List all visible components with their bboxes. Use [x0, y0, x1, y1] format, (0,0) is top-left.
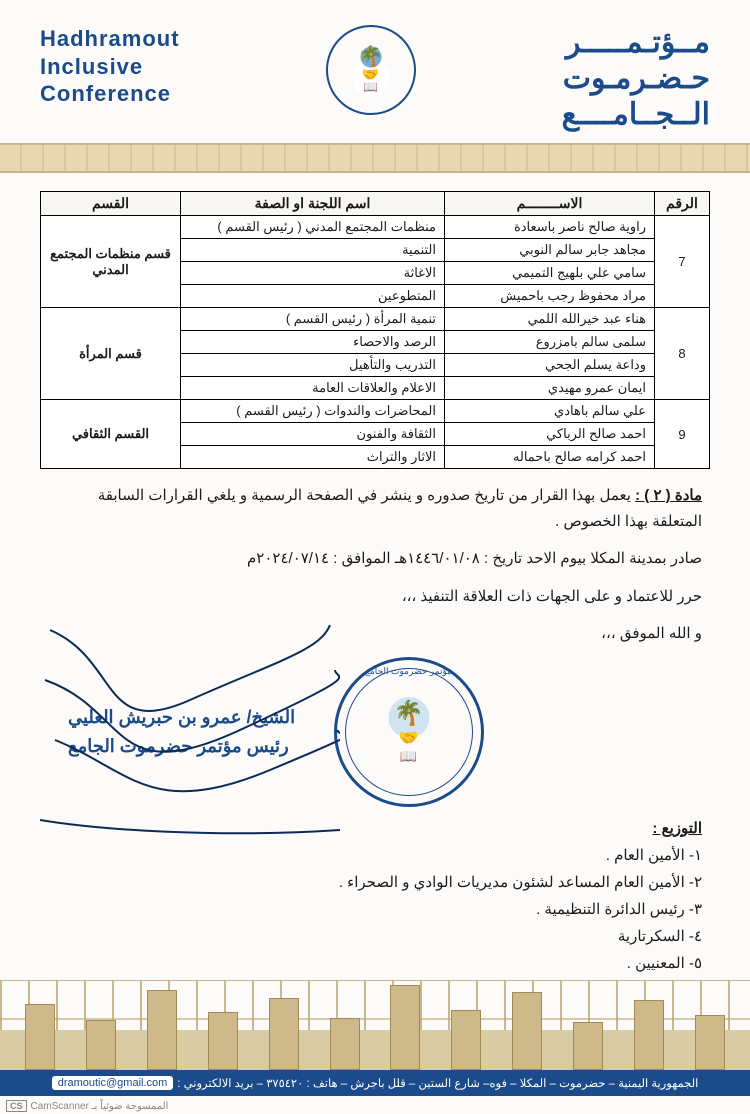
letterhead: مــؤتـمـــــر حـضـرمـوت الــجــامــــع 🌴…	[0, 0, 750, 143]
article-text: يعمل بهذا القرار من تاريخ صدوره و ينشر ف…	[98, 487, 702, 530]
building	[330, 1018, 360, 1070]
title-arabic-l1: مــؤتـمـــــر	[562, 25, 710, 61]
document-page: مــؤتـمـــــر حـضـرمـوت الــجــامــــع 🌴…	[0, 0, 750, 1114]
footer-address: الجمهورية اليمنية – حضرموت – المكلا – فو…	[177, 1076, 698, 1090]
distribution-title: التوزيع :	[48, 815, 702, 842]
table-row: 8هناء عبد خيرالله اللميتنمية المرأة ( رئ…	[41, 308, 710, 331]
table-row: 7راوية صالح ناصر باسعادةمنظمات المجتمع ا…	[41, 216, 710, 239]
building	[634, 1000, 664, 1070]
article-head: مادة ( ٢ ) :	[635, 487, 702, 504]
cell-num: 9	[655, 400, 710, 469]
cell-committee: المحاضرات والندوات ( رئيس القسم )	[181, 400, 445, 423]
cell-committee: الاعلام والعلاقات العامة	[181, 377, 445, 400]
building	[269, 998, 299, 1070]
cell-committee: الاثار والتراث	[181, 446, 445, 469]
building	[451, 1010, 481, 1070]
footer-address-bar: الجمهورية اليمنية – حضرموت – المكلا – فو…	[0, 1070, 750, 1096]
logo-icon: 🌴 🤝 📖	[326, 25, 416, 115]
camscanner-watermark: CS CamScanner الممسوحة ضوئياً بـ	[6, 1100, 168, 1112]
stamp-palm-icon: 🌴	[394, 699, 424, 728]
cell-num: 8	[655, 308, 710, 400]
closing-line: و الله الموفق ،،،	[0, 615, 750, 653]
col-num: الرقم	[655, 192, 710, 216]
cell-name: راوية صالح ناصر باسعادة	[445, 216, 655, 239]
title-arabic: مــؤتـمـــــر حـضـرمـوت الــجــامــــع	[562, 25, 710, 133]
cell-name: وداعة يسلم الجحي	[445, 354, 655, 377]
cell-name: مجاهد جابر سالم النوبي	[445, 239, 655, 262]
building	[390, 985, 420, 1070]
title-en-l1: Hadhramout	[40, 25, 180, 53]
stamp-book-icon: 📖	[400, 748, 417, 765]
stamp-handshake-icon: 🤝	[399, 728, 419, 748]
table-row: 9علي سالم باهاديالمحاضرات والندوات ( رئي…	[41, 400, 710, 423]
building	[573, 1022, 603, 1070]
cell-committee: منظمات المجتمع المدني ( رئيس القسم )	[181, 216, 445, 239]
issued-line: صادر بمدينة المكلا بيوم الاحد تاريخ : ١٤…	[0, 540, 750, 578]
committee-table: الرقم الاســــــــم اسم اللجنة او الصفة …	[40, 191, 710, 469]
handshake-icon: 🤝	[362, 67, 379, 81]
signer-name: الشيخ/ عمرو بن حبريش العليي	[68, 703, 295, 732]
distribution-item: ٥- المعنيين .	[48, 950, 702, 977]
cell-name: احمد صالح الرباكي	[445, 423, 655, 446]
cell-name: هناء عبد خيرالله اللمي	[445, 308, 655, 331]
cell-committee: المتطوعين	[181, 285, 445, 308]
committee-table-wrap: الرقم الاســــــــم اسم اللجنة او الصفة …	[0, 173, 750, 477]
col-section: القسم	[41, 192, 181, 216]
building	[695, 1015, 725, 1070]
cell-name: مراد محفوظ رجب باحميش	[445, 285, 655, 308]
cell-committee: التدريب والتأهيل	[181, 354, 445, 377]
cell-name: ايمان عمرو مهيدي	[445, 377, 655, 400]
cell-committee: الثقافة والفنون	[181, 423, 445, 446]
cell-name: علي سالم باهادي	[445, 400, 655, 423]
signer-lines: الشيخ/ عمرو بن حبريش العليي رئيس مؤتمر ح…	[48, 703, 295, 761]
camscan-text: CamScanner الممسوحة ضوئياً بـ	[31, 1101, 169, 1112]
cell-name: سامي علي بلهيج التميمي	[445, 262, 655, 285]
cell-committee: التنمية	[181, 239, 445, 262]
stamp-ring-text: مؤتمر حضرموت الجامع	[365, 666, 452, 677]
signature-block: مؤتمر حضرموت الجامع 🌴 🤝 📖 الشيخ/ عمرو بن…	[0, 653, 750, 807]
distribution-item: ٢- الأمين العام المساعد لشئون مديريات ال…	[48, 869, 702, 896]
directive-line: حرر للاعتماد و على الجهات ذات العلاقة ال…	[0, 578, 750, 616]
building	[25, 1004, 55, 1070]
signer-title: رئيس مؤتمر حضرموت الجامع	[68, 732, 295, 761]
title-en-l2: Inclusive	[40, 53, 180, 81]
cell-num: 7	[655, 216, 710, 308]
cs-badge: CS	[6, 1100, 27, 1112]
palm-icon: 🌴	[358, 47, 383, 67]
footer-buildings	[0, 980, 750, 1070]
distribution-list: ١- الأمين العام .٢- الأمين العام المساعد…	[48, 842, 702, 977]
official-stamp: مؤتمر حضرموت الجامع 🌴 🤝 📖	[334, 657, 484, 807]
cell-name: سلمى سالم بامزروع	[445, 331, 655, 354]
distribution-block: التوزيع : ١- الأمين العام .٢- الأمين الع…	[0, 807, 750, 985]
cell-section: قسم المرأة	[41, 308, 181, 400]
col-committee: اسم اللجنة او الصفة	[181, 192, 445, 216]
building	[208, 1012, 238, 1070]
cell-committee: الاغاثة	[181, 262, 445, 285]
distribution-item: ٣- رئيس الدائرة التنظيمية .	[48, 896, 702, 923]
cell-section: القسم الثقافي	[41, 400, 181, 469]
cell-section: قسم منظمات المجتمع المدني	[41, 216, 181, 308]
footer-illustration	[0, 980, 750, 1070]
book-icon: 📖	[363, 81, 378, 93]
distribution-item: ٤- السكرتارية	[48, 923, 702, 950]
building	[86, 1020, 116, 1070]
col-name: الاســــــــم	[445, 192, 655, 216]
table-header-row: الرقم الاســــــــم اسم اللجنة او الصفة …	[41, 192, 710, 216]
title-english: Hadhramout Inclusive Conference	[40, 25, 180, 108]
cell-name: احمد كرامه صالح باحماله	[445, 446, 655, 469]
article-paragraph: مادة ( ٢ ) : يعمل بهذا القرار من تاريخ ص…	[0, 477, 750, 540]
footer-email: dramoutic@gmail.com	[52, 1076, 174, 1090]
distribution-item: ١- الأمين العام .	[48, 842, 702, 869]
decorative-band-top	[0, 143, 750, 173]
cell-committee: الرصد والاحصاء	[181, 331, 445, 354]
title-arabic-l2: حـضـرمـوت	[562, 61, 710, 97]
cell-committee: تنمية المرأة ( رئيس القسم )	[181, 308, 445, 331]
title-arabic-l3: الــجــامــــع	[562, 97, 710, 133]
building	[512, 992, 542, 1070]
building	[147, 990, 177, 1070]
title-en-l3: Conference	[40, 80, 180, 108]
